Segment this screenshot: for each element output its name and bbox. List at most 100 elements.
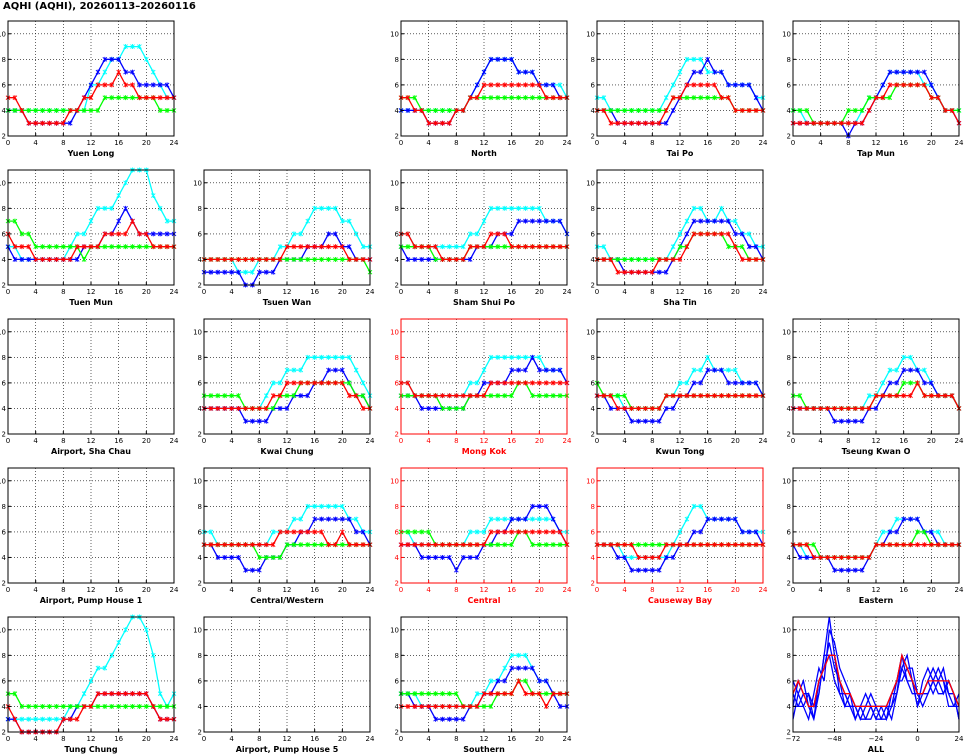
data-point-red bbox=[447, 120, 452, 126]
data-point-green bbox=[95, 107, 101, 113]
data-point-red bbox=[677, 95, 683, 101]
data-point-cyan bbox=[698, 205, 704, 211]
data-point-blue bbox=[846, 567, 851, 573]
data-point-red bbox=[19, 244, 25, 250]
data-point-red bbox=[726, 542, 731, 548]
data-point-cyan bbox=[144, 56, 149, 62]
data-point-green bbox=[298, 542, 304, 548]
data-point-red bbox=[164, 95, 170, 101]
data-point-green bbox=[116, 703, 121, 709]
data-point-red bbox=[61, 256, 66, 262]
y-tick-label: 4 bbox=[591, 554, 596, 562]
data-point-red bbox=[550, 380, 556, 386]
data-point-red bbox=[164, 716, 170, 722]
data-point-red bbox=[656, 120, 662, 126]
data-point-cyan bbox=[894, 367, 900, 373]
data-point-cyan bbox=[684, 218, 690, 224]
data-point-red bbox=[495, 82, 501, 88]
data-point-green bbox=[488, 393, 494, 399]
data-point-blue bbox=[215, 554, 221, 560]
data-point-green bbox=[12, 691, 18, 697]
data-point-blue bbox=[250, 418, 255, 424]
x-tick-label: 24 bbox=[955, 586, 964, 594]
data-point-cyan bbox=[360, 244, 366, 250]
data-point-red bbox=[608, 393, 614, 399]
data-point-cyan bbox=[935, 529, 941, 535]
data-point-green bbox=[305, 256, 311, 262]
data-point-blue bbox=[753, 380, 759, 386]
data-point-blue bbox=[887, 529, 893, 535]
data-point-red bbox=[326, 380, 331, 386]
data-point-blue bbox=[915, 516, 920, 522]
data-point-red bbox=[615, 269, 621, 275]
data-point-red bbox=[901, 393, 906, 399]
data-point-green bbox=[130, 703, 135, 709]
data-point-red bbox=[33, 120, 38, 126]
data-point-blue bbox=[488, 56, 494, 62]
data-point-red bbox=[215, 405, 221, 411]
data-point-red bbox=[557, 380, 563, 386]
data-point-red bbox=[440, 120, 445, 126]
data-point-blue bbox=[426, 256, 431, 262]
data-point-red bbox=[319, 529, 324, 535]
x-tick-label: 16 bbox=[507, 437, 516, 445]
data-point-cyan bbox=[305, 503, 311, 509]
y-tick-label: 4 bbox=[787, 107, 792, 115]
data-point-red bbox=[550, 244, 556, 250]
y-tick-label: 2 bbox=[787, 133, 791, 141]
data-point-blue bbox=[873, 405, 879, 411]
panel-tung-chung: 04812162024246810Tung Chung bbox=[0, 614, 179, 754]
data-point-red bbox=[663, 393, 669, 399]
data-point-blue bbox=[537, 503, 542, 509]
data-point-green bbox=[33, 703, 38, 709]
data-point-green bbox=[215, 393, 221, 399]
data-point-cyan bbox=[509, 205, 514, 211]
x-tick-label: 24 bbox=[563, 288, 572, 296]
data-point-cyan bbox=[474, 529, 480, 535]
panel-title: Causeway Bay bbox=[648, 596, 713, 605]
data-point-red bbox=[502, 529, 508, 535]
data-point-blue bbox=[95, 69, 101, 75]
x-tick-label: 4 bbox=[33, 139, 38, 147]
data-point-red bbox=[12, 95, 18, 101]
x-tick-label: 4 bbox=[33, 735, 38, 743]
data-point-green bbox=[284, 256, 290, 262]
panel-title: Tung Chung bbox=[64, 745, 117, 754]
data-point-blue bbox=[419, 405, 425, 411]
data-point-red bbox=[753, 542, 759, 548]
panel-title: ALL bbox=[868, 745, 884, 754]
data-point-red bbox=[746, 256, 752, 262]
data-point-red bbox=[116, 69, 121, 75]
x-tick-label: −24 bbox=[869, 735, 884, 743]
data-point-cyan bbox=[353, 367, 359, 373]
data-point-red bbox=[360, 405, 366, 411]
data-point-red bbox=[460, 107, 466, 113]
data-point-blue bbox=[305, 393, 311, 399]
data-point-red bbox=[502, 380, 508, 386]
data-point-blue bbox=[346, 516, 352, 522]
data-point-red bbox=[880, 95, 886, 101]
y-tick-label: 6 bbox=[198, 528, 203, 536]
data-point-red bbox=[137, 95, 142, 101]
y-tick-label: 10 bbox=[390, 626, 399, 634]
panel-title: Southern bbox=[463, 745, 505, 754]
data-point-red bbox=[753, 256, 759, 262]
data-point-cyan bbox=[137, 44, 142, 50]
x-tick-label: 12 bbox=[283, 735, 292, 743]
data-point-cyan bbox=[467, 380, 473, 386]
data-point-blue bbox=[615, 554, 621, 560]
panel-title: Airport, Pump House 1 bbox=[40, 596, 143, 605]
data-point-blue bbox=[832, 418, 837, 424]
data-point-blue bbox=[839, 418, 844, 424]
data-point-red bbox=[305, 244, 311, 250]
data-point-green bbox=[550, 542, 556, 548]
data-point-red bbox=[150, 95, 156, 101]
data-point-green bbox=[123, 703, 128, 709]
data-point-blue bbox=[109, 56, 115, 62]
data-point-red bbox=[137, 691, 142, 697]
data-point-red bbox=[291, 529, 297, 535]
y-tick-label: 8 bbox=[591, 503, 595, 511]
x-tick-label: 12 bbox=[283, 288, 292, 296]
